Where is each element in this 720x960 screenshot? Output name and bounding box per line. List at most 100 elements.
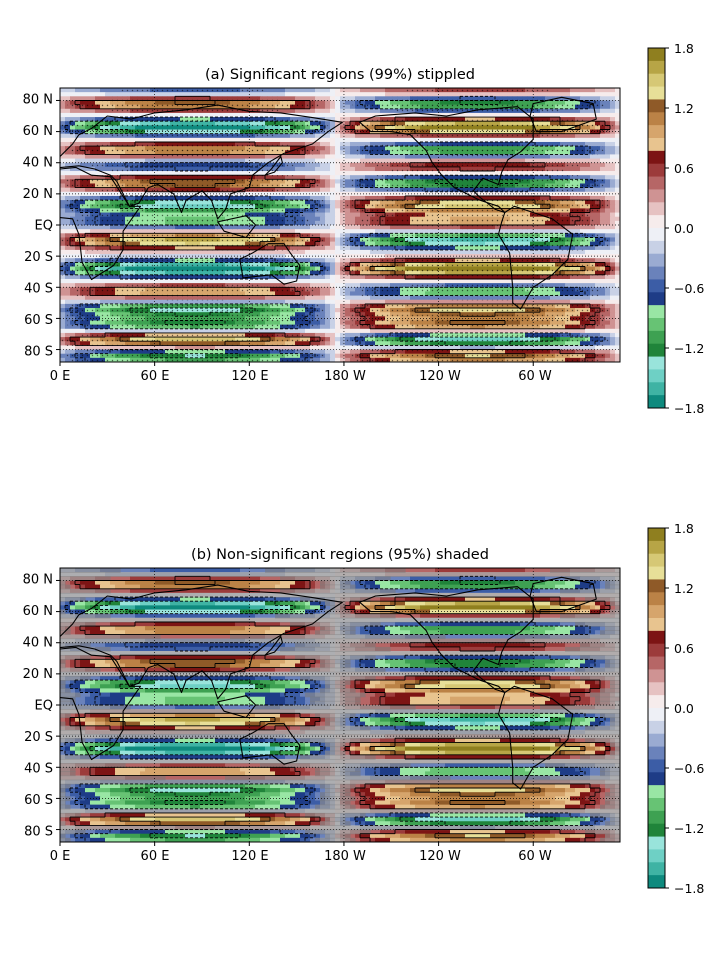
field-cell [110,621,156,627]
field-cell [95,788,111,793]
field-cell [355,817,366,822]
field-cell [285,88,316,93]
shaded-region [610,680,620,685]
field-cell [300,688,316,694]
field-cell [375,746,386,752]
field-cell [225,750,251,756]
field-cell [295,829,311,835]
field-cell [380,767,401,773]
field-cell [535,742,556,748]
stipple-region [370,349,586,355]
field-cell [70,601,76,606]
field-cell [355,659,361,665]
field-cell [305,295,326,301]
field-cell [120,634,266,640]
field-cell [375,721,391,727]
field-cell [115,626,146,631]
field-cell [340,258,351,263]
field-cell [330,133,336,139]
stipple-region [355,324,601,330]
colorbar-swatch [648,48,665,62]
field-cell [345,233,351,239]
stipple-region [355,150,601,156]
field-cell [325,295,336,301]
field-cell [245,812,276,818]
shaded-region [320,626,356,631]
stipple-region [350,353,606,359]
field-cell [130,646,261,652]
shaded-region [585,725,620,731]
field-cell [140,717,166,723]
field-cell [335,100,341,106]
colorbar-swatch [648,228,665,242]
shaded-region [325,721,346,727]
field-cell [565,717,576,723]
field-cell [580,713,596,719]
field-cell [265,630,286,636]
field-cell [555,742,566,748]
field-cell [335,245,341,251]
field-cell [375,812,396,818]
field-cell [325,245,336,251]
shaded-region [60,713,71,719]
field-cell [345,212,361,218]
shaded-region [60,621,96,627]
field-cell [310,684,316,689]
field-cell [420,742,446,748]
field-cell [300,187,321,193]
field-cell [530,692,561,698]
stipple-region [345,262,611,268]
field-cell [275,746,286,752]
stipple-region [75,287,316,293]
field-cell [355,746,366,752]
field-cell [355,584,371,590]
field-cell [80,792,96,797]
colorbar-swatch [648,785,665,799]
field-cell [125,775,266,781]
y-tick-label: 80 S [24,345,53,360]
field-cell [580,721,591,727]
field-cell [600,208,606,214]
field-cell [60,154,86,160]
panel-a-title: (a) Significant regions (99%) stippled [205,67,475,83]
field-cell [410,775,551,781]
field-cell [385,675,416,681]
field-cell [505,717,536,723]
field-cell [400,767,431,773]
colorbar-swatch [648,540,665,555]
field-cell [375,817,386,822]
field-cell [105,750,121,756]
field-cell [405,721,426,727]
shaded-region [320,783,356,789]
shaded-region [60,825,620,831]
field-cell [330,129,336,135]
field-cell [340,204,346,209]
field-cell [295,717,306,723]
shaded-region [265,568,406,573]
field-cell [270,833,286,839]
field-cell [60,241,66,247]
field-cell [340,287,346,293]
field-cell [590,162,606,168]
field-cell [565,225,596,230]
field-cell [65,792,71,797]
field-cell [430,788,526,793]
field-cell [320,179,326,185]
field-cell [135,684,161,689]
field-cell [330,287,336,293]
field-cell [185,833,206,839]
field-cell [345,324,351,330]
field-cell [390,750,406,756]
shaded-region [320,659,351,665]
field-cell [610,204,616,209]
field-cell [580,580,591,586]
field-cell [280,800,296,806]
field-cell [540,613,576,619]
field-cell [335,341,341,346]
field-cell [60,133,76,139]
field-cell [335,328,371,334]
field-cell [585,328,620,334]
field-cell [215,725,266,731]
field-cell [60,204,66,209]
shaded-region [60,580,66,586]
